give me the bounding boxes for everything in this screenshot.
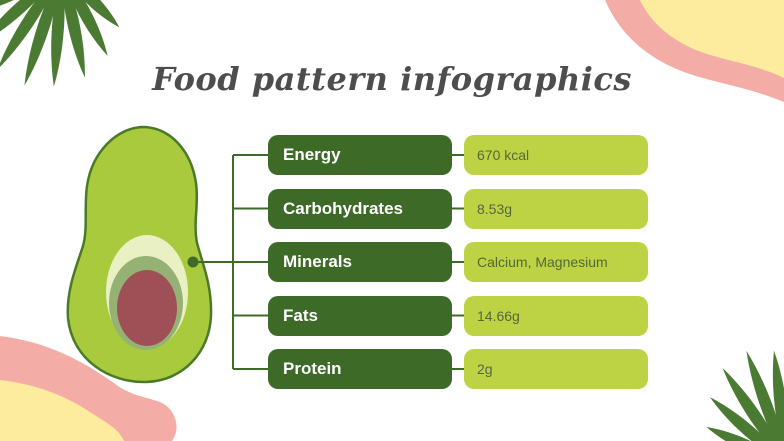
corner-blob-bottom-left (0, 336, 177, 441)
nutrition-value-box: Calcium, Magnesium (464, 242, 648, 282)
avocado-inner-ring (109, 256, 183, 350)
nutrition-row-protein: Protein 2g (268, 349, 648, 389)
nutrition-label: Minerals (283, 252, 352, 271)
nutrition-value: 8.53g (477, 200, 513, 217)
nutrition-label: Carbohydrates (283, 198, 403, 218)
nutrition-value-box: 2g (464, 349, 648, 389)
page-title: Food pattern infographics (152, 60, 632, 98)
nutrition-label: Protein (283, 359, 342, 378)
nutrition-row-carbohydrates: Carbohydrates 8.53g (268, 188, 648, 229)
avocado-pit (117, 270, 177, 346)
nutrition-value-box: 8.53g (464, 188, 648, 229)
nutrition-value-box: 14.66g (464, 295, 648, 336)
nutrition-label: Energy (283, 145, 341, 164)
yellow-wave-shape (0, 380, 124, 441)
palm-leaf-bottom-right-icon (706, 350, 784, 441)
nutrition-row-minerals: Minerals Calcium, Magnesium (268, 242, 648, 282)
nutrition-value-box: 670 kcal (464, 135, 648, 175)
nutrition-value: 670 kcal (477, 147, 530, 163)
avocado-flesh (106, 235, 188, 349)
nutrition-value: 14.66g (477, 307, 520, 324)
nutrition-row-energy: Energy 670 kcal (268, 135, 648, 175)
nutrition-label: Fats (283, 305, 318, 325)
connector-dot (187, 256, 199, 268)
nutrition-label-box: Protein (268, 349, 452, 389)
nutrition-label-box: Fats (268, 295, 452, 336)
nutrition-label-box: Energy (268, 135, 452, 175)
avocado-body (66, 125, 213, 384)
nutrition-value: 2g (477, 361, 493, 377)
nutrition-label-box: Carbohydrates (268, 188, 452, 229)
pink-wave-shape (0, 336, 177, 441)
nutrition-value: Calcium, Magnesium (477, 254, 608, 270)
avocado-illustration (66, 125, 213, 384)
nutrition-row-fats: Fats 14.66g (268, 295, 648, 336)
nutrition-label-box: Minerals (268, 242, 452, 282)
